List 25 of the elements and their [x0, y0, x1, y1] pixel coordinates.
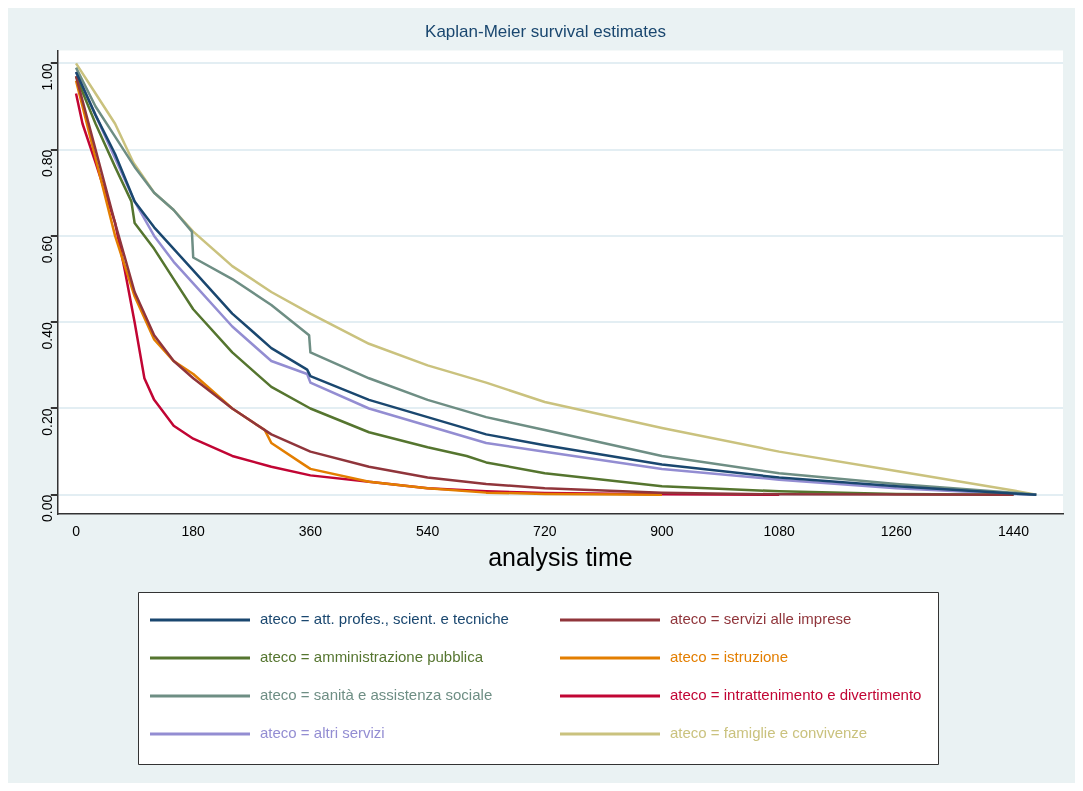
x-tick-label: 540 [415, 523, 440, 540]
text: ateco = istruzione [670, 648, 788, 666]
text: ateco = amministrazione pubblica [260, 648, 484, 666]
y-tick-label: 0.40 [38, 322, 55, 350]
x-tick-label: 360 [298, 523, 323, 540]
x-tick-label: 1440 [997, 523, 1030, 540]
y-tick-label: 0.20 [38, 408, 55, 436]
text: ateco = sanità e assistenza sociale [260, 686, 493, 704]
x-tick-label: 0 [72, 523, 81, 540]
y-tick-label: 0.60 [38, 235, 55, 264]
text: ateco = servizi alle imprese [670, 610, 852, 628]
x-axis-title: analysis time [488, 542, 633, 571]
x-tick-label: 1080 [763, 523, 795, 540]
text: ateco = altri servizi [260, 724, 385, 742]
text: ateco = att. profes., scient. e tecniche [260, 610, 509, 628]
chart-title: Kaplan-Meier survival estimates [425, 21, 666, 41]
x-tick-label: 180 [181, 523, 206, 540]
y-tick-label: 1.00 [38, 63, 55, 91]
y-tick-label: 0.00 [38, 494, 55, 523]
x-tick-label: 1260 [880, 523, 913, 540]
x-tick-label: 720 [533, 523, 557, 540]
y-tick-label: 0.80 [38, 149, 55, 177]
text: ateco = famiglie e convivenze [670, 724, 868, 742]
x-tick-label: 900 [650, 523, 674, 540]
text: ateco = intrattenimento e divertimento [670, 686, 922, 704]
